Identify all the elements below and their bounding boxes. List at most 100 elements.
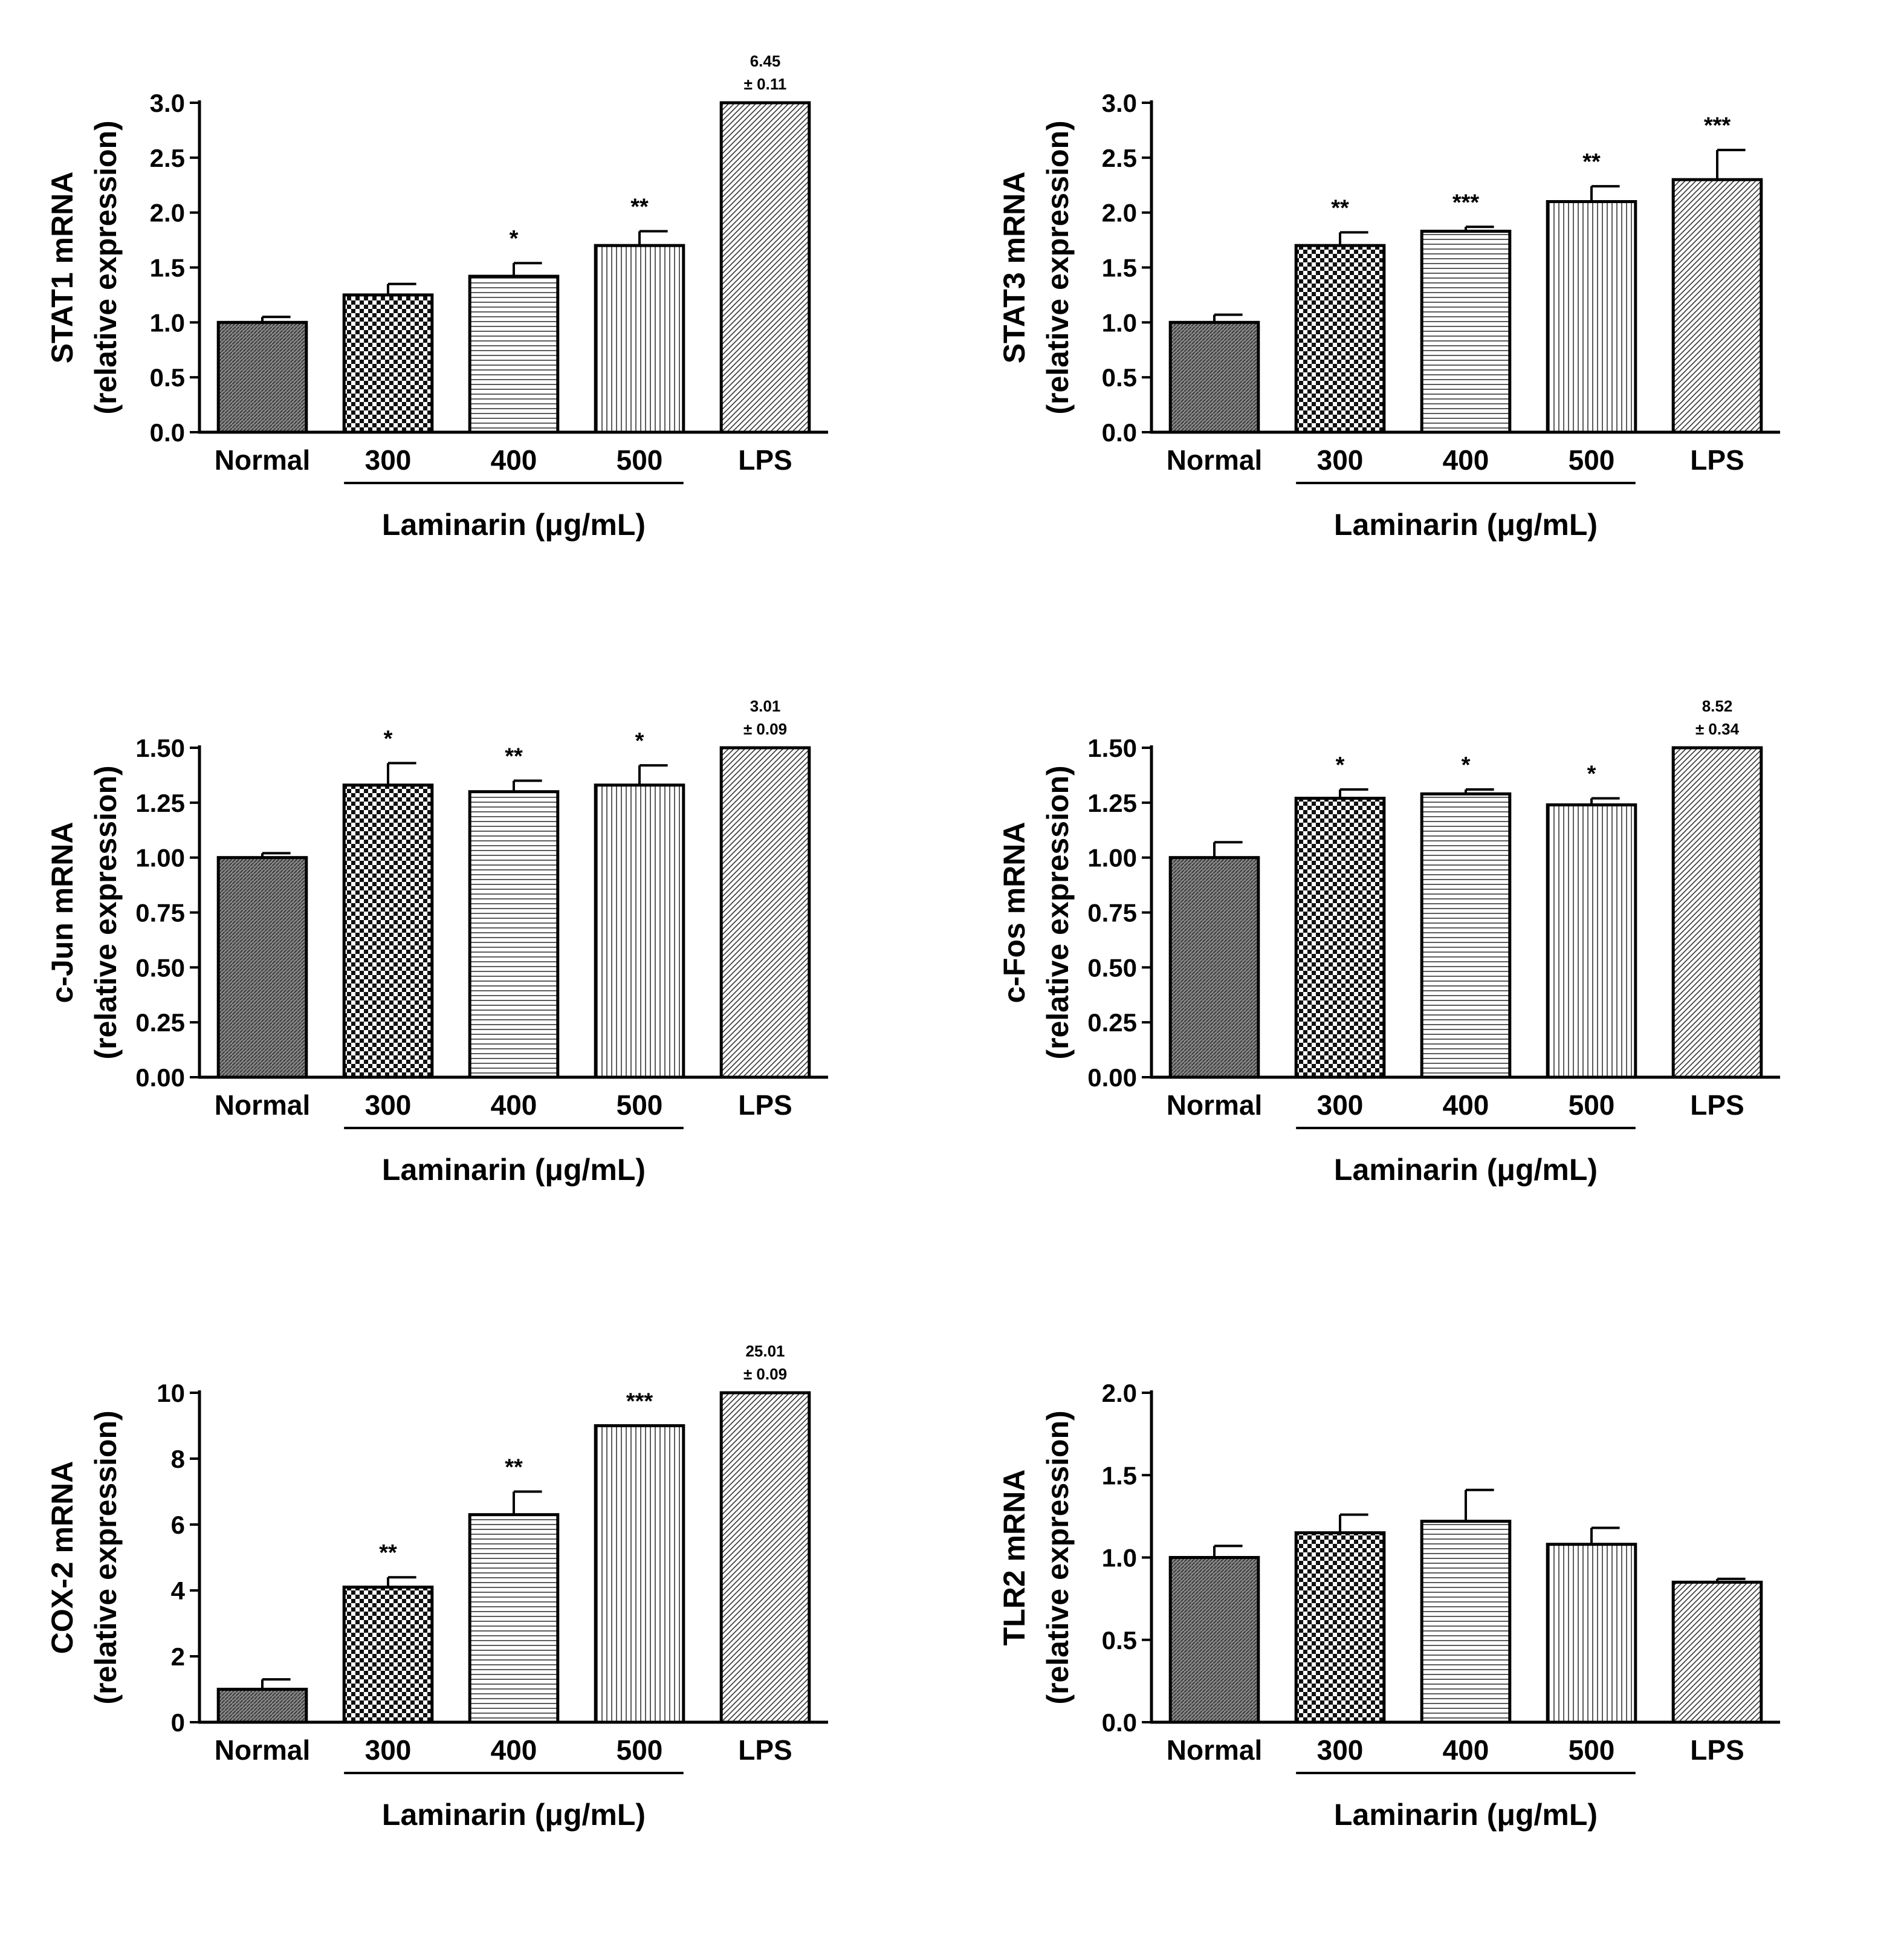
x-category-label: 400	[491, 1089, 537, 1121]
y-tick-label: 0	[171, 1708, 185, 1737]
y-tick-label: 6	[171, 1511, 185, 1539]
y-tick-label: 4	[171, 1577, 186, 1605]
y-tick-label: 1.25	[1087, 789, 1137, 817]
y-tick-label: 1.5	[1102, 1461, 1137, 1489]
x-category-label: 300	[365, 444, 412, 476]
y-tick-label: 0.5	[1102, 1626, 1137, 1655]
bar-500	[594, 244, 685, 434]
chart-svg: 0.0 0.5 1.0 1.5 2.0 Normal 300 400 500 LPS Laminar…	[997, 1379, 1780, 1832]
y-tick-label: 0.25	[1087, 1008, 1137, 1037]
y-axis-title: c-Fos mRNA	[997, 822, 1031, 1003]
offscale-sd: ± 0.09	[743, 720, 787, 738]
x-category-label: 400	[1443, 444, 1489, 476]
y-tick-label: 1.0	[1102, 308, 1137, 337]
x-category-label: 400	[1443, 1089, 1489, 1121]
bar-500	[1546, 1543, 1637, 1724]
y-tick-label: 1.5	[1102, 254, 1137, 282]
bar-normal	[1168, 320, 1260, 434]
y-tick-label: 0.0	[150, 418, 185, 447]
x-category-label: 400	[491, 444, 537, 476]
bar-300	[1294, 797, 1386, 1079]
y-tick-label: 0.25	[135, 1008, 185, 1037]
significance-marker: *	[1336, 753, 1345, 778]
y-tick-label: 1.25	[135, 789, 185, 817]
significance-marker: **	[379, 1540, 397, 1566]
y-tick-label: 1.00	[1087, 844, 1137, 872]
bar-lps	[1671, 1580, 1763, 1724]
y-axis-title: STAT1 mRNA	[45, 172, 79, 364]
x-category-label: 400	[491, 1734, 537, 1766]
y-tick-label: 8	[171, 1445, 185, 1473]
x-category-label: LPS	[1690, 1734, 1744, 1766]
significance-marker: *	[1587, 762, 1596, 787]
y-tick-label: 10	[157, 1379, 185, 1407]
offscale-sd: ± 0.34	[1695, 720, 1740, 738]
x-axis-title: Laminarin (μg/mL)	[382, 1153, 646, 1187]
y-tick-label: 0.5	[150, 363, 185, 392]
y-tick-label: 0.00	[135, 1063, 185, 1092]
significance-marker: **	[505, 744, 523, 770]
chart-svg: 0.00 0.25 0.50 0.75 1.00 1.25 1.50 Normal * 300 * 4…	[997, 697, 1780, 1187]
y-tick-label: 0.5	[1102, 363, 1137, 392]
y-tick-label: 1.50	[135, 734, 185, 762]
significance-marker: *	[510, 226, 519, 251]
offscale-sd: ± 0.09	[743, 1365, 787, 1383]
bar-400	[1420, 1520, 1512, 1724]
x-category-label: 500	[617, 1089, 663, 1121]
bar-lps	[1671, 746, 1763, 1079]
offscale-value: 3.01	[750, 697, 781, 715]
x-category-label: LPS	[1690, 444, 1744, 476]
bar-lps	[1671, 178, 1763, 434]
bar-500	[1546, 200, 1637, 434]
y-tick-label: 0.75	[135, 899, 185, 927]
bar-300	[1294, 1531, 1386, 1724]
y-axis-subtitle: (relative expression)	[1041, 120, 1075, 414]
y-tick-label: 0.0	[1102, 418, 1137, 447]
bar-300	[1294, 244, 1386, 434]
chart-svg: 0.0 0.5 1.0 1.5 2.0 2.5 3.0 Normal ** 300 *** 400 **…	[997, 89, 1780, 542]
bar-normal	[216, 1688, 308, 1724]
x-category-label: Normal	[215, 444, 310, 476]
y-tick-label: 2.5	[150, 144, 185, 172]
cox2-chart-panel: 0 2 4 6 8 10 Normal ** 300 ** 400 *** 500 25.01 ± 0.09…	[0, 1290, 952, 1935]
y-tick-label: 0.50	[1087, 953, 1137, 982]
chart-svg: 0.000.250.500.751.001.251.50Normal*300**…	[45, 697, 828, 1187]
chart-svg: 0 2 4 6 8 10 Normal ** 300 ** 400 *** 500 25.01 ± 0.09…	[45, 1342, 828, 1832]
x-category-label: Normal	[215, 1734, 310, 1766]
bar-lps	[719, 101, 811, 434]
bar-300	[342, 783, 434, 1079]
significance-marker: *	[635, 728, 644, 754]
x-category-label: 300	[1317, 1089, 1364, 1121]
bar-normal	[1168, 856, 1260, 1079]
y-tick-label: 2.0	[150, 199, 185, 227]
bar-300	[342, 293, 434, 434]
bar-lps	[719, 746, 811, 1079]
x-category-label: Normal	[1167, 1089, 1262, 1121]
x-category-label: Normal	[1167, 444, 1262, 476]
y-tick-label: 1.0	[1102, 1544, 1137, 1572]
bar-400	[468, 790, 560, 1079]
x-category-label: 300	[1317, 1734, 1364, 1766]
significance-marker: **	[630, 195, 649, 220]
y-tick-label: 2.5	[1102, 144, 1137, 172]
x-category-label: Normal	[215, 1089, 310, 1121]
stat1-chart-panel: 0.0 0.5 1.0 1.5 2.0 2.5 3.0 Normal 300 * 400 ** 500 6…	[0, 0, 952, 645]
y-axis-subtitle: (relative expression)	[89, 1410, 123, 1704]
y-axis-subtitle: (relative expression)	[1041, 765, 1075, 1059]
significance-marker: **	[1331, 195, 1349, 221]
bar-normal	[216, 856, 308, 1079]
y-tick-label: 3.0	[1102, 89, 1137, 117]
bar-400	[468, 274, 560, 434]
x-axis-title: Laminarin (μg/mL)	[1334, 1798, 1598, 1832]
x-axis-title: Laminarin (μg/mL)	[1334, 1153, 1598, 1187]
bar-400	[1420, 230, 1512, 434]
y-tick-label: 0.50	[135, 953, 185, 982]
bar-lps	[719, 1391, 811, 1724]
y-tick-label: 3.0	[150, 89, 185, 117]
x-category-label: 400	[1443, 1734, 1489, 1766]
x-axis-title: Laminarin (μg/mL)	[382, 508, 646, 542]
offscale-sd: ± 0.11	[744, 75, 787, 93]
y-axis-subtitle: (relative expression)	[1041, 1410, 1075, 1704]
bar-400	[1420, 792, 1512, 1079]
x-axis-title: Laminarin (μg/mL)	[1334, 508, 1598, 542]
